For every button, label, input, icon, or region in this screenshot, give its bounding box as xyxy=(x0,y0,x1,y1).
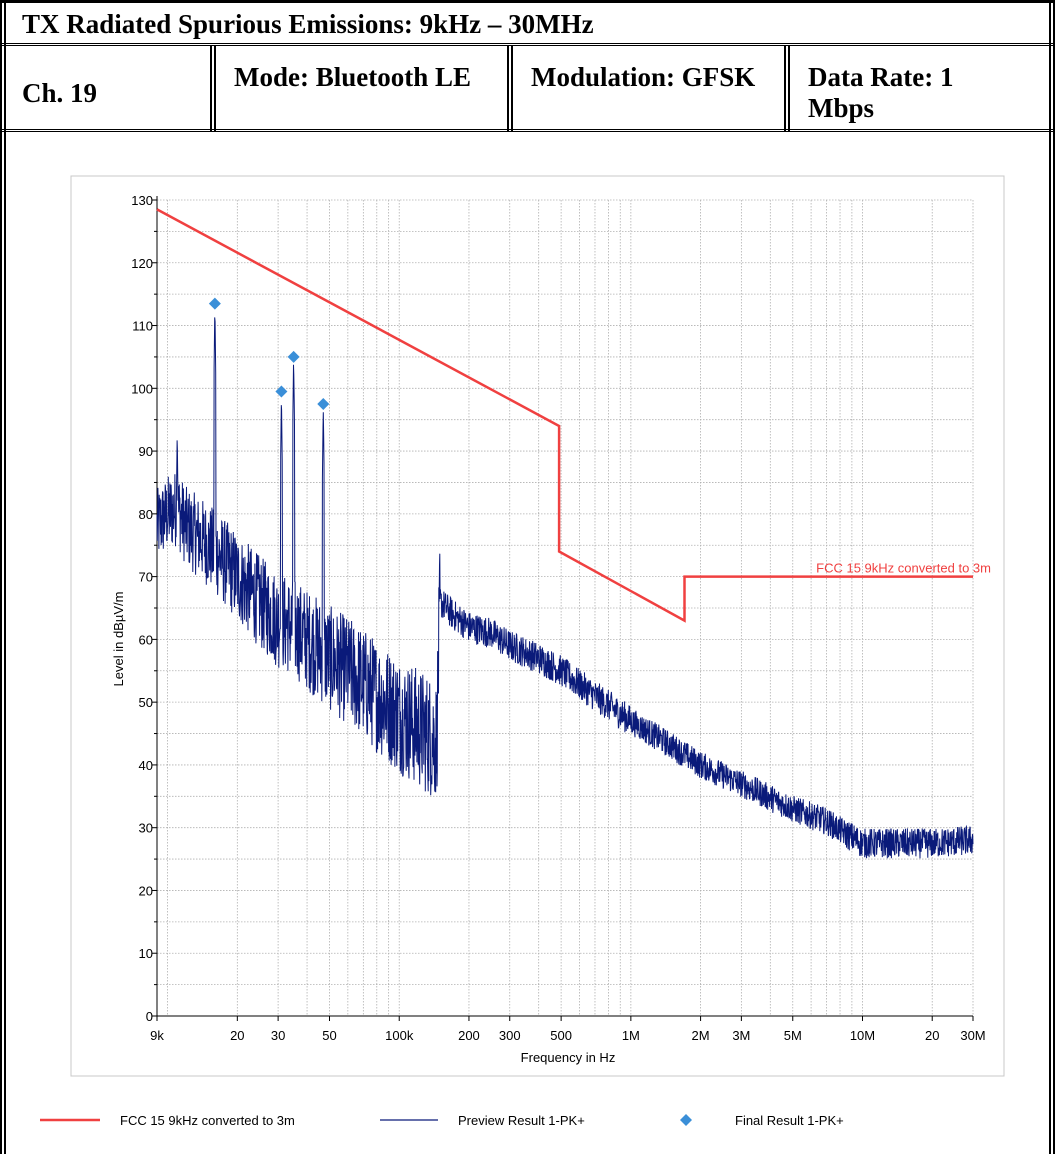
y-tick-label: 130 xyxy=(131,193,153,208)
test-parameters-row: Ch. 19 Mode: Bluetooth LE Modulation: GF… xyxy=(0,46,1055,132)
limit-annotation: FCC 15 9kHz converted to 3m xyxy=(816,561,991,576)
preview-trace xyxy=(156,317,974,859)
y-tick-label: 0 xyxy=(146,1009,153,1024)
x-tick-label: 20 xyxy=(230,1028,244,1043)
y-axis-label: Level in dBµV/m xyxy=(111,592,126,687)
divider-3 xyxy=(784,46,790,132)
final-result-marker xyxy=(275,385,288,398)
y-tick-label: 30 xyxy=(139,821,153,836)
x-tick-label: 30 xyxy=(271,1028,285,1043)
frame-right xyxy=(1049,132,1055,1154)
legend-preview-label: Preview Result 1-PK+ xyxy=(458,1113,585,1128)
border-left xyxy=(0,46,6,132)
y-tick-label: 100 xyxy=(131,381,153,396)
x-tick-label: 9k xyxy=(150,1028,164,1043)
y-tick-label: 10 xyxy=(139,946,153,961)
legend: FCC 15 9kHz converted to 3m Preview Resul… xyxy=(40,1113,844,1128)
x-tick-label: 3M xyxy=(732,1028,750,1043)
x-tick-label: 5M xyxy=(784,1028,802,1043)
y-tick-label: 20 xyxy=(139,883,153,898)
page-title: TX Radiated Spurious Emissions: 9kHz – 3… xyxy=(22,9,594,39)
mode-text: Mode: Bluetooth LE xyxy=(234,62,472,92)
frame-left xyxy=(0,132,6,1154)
x-tick-label: 20 xyxy=(925,1028,939,1043)
y-tick-label: 120 xyxy=(131,256,153,271)
limit-line xyxy=(156,208,973,623)
x-tick-label: 200 xyxy=(458,1028,480,1043)
divider-2 xyxy=(507,46,513,132)
y-tick-label: 70 xyxy=(139,570,153,585)
modulation-cell: Modulation: GFSK xyxy=(509,46,786,129)
y-tick-label: 80 xyxy=(139,507,153,522)
x-tick-label: 10M xyxy=(850,1028,875,1043)
series-group: FCC 15 9kHz converted to 3m xyxy=(156,208,991,859)
final-result-marker xyxy=(287,350,300,363)
modulation-text: Modulation: GFSK xyxy=(531,62,756,92)
chart-frame xyxy=(70,175,1005,1077)
data-rate-text: Data Rate: 1 Mbps xyxy=(808,62,954,123)
x-tick-label: 300 xyxy=(499,1028,521,1043)
y-tick-label: 50 xyxy=(139,695,153,710)
final-result-marker xyxy=(317,398,330,410)
x-tick-label: 1M xyxy=(622,1028,640,1043)
axes: 0 10 20 30 40 50 60 70 80 90 100 110 120 130 9k 20 30 50 1… xyxy=(131,193,985,1043)
legend-limit-label: FCC 15 9kHz converted to 3m xyxy=(120,1113,295,1128)
x-axis-label: Frequency in Hz xyxy=(521,1050,616,1065)
channel-text: Ch. 19 xyxy=(22,78,98,108)
x-tick-label: 50 xyxy=(322,1028,336,1043)
final-result-marker xyxy=(208,297,221,310)
y-tick-label: 90 xyxy=(139,444,153,459)
data-rate-cell: Data Rate: 1 Mbps xyxy=(786,46,1055,129)
channel-cell: Ch. 19 xyxy=(0,46,212,129)
x-tick-label: 2M xyxy=(692,1028,710,1043)
x-tick-label: 30M xyxy=(960,1028,985,1043)
title-row: TX Radiated Spurious Emissions: 9kHz – 3… xyxy=(0,0,1055,46)
divider-1 xyxy=(210,46,216,132)
y-tick-label: 40 xyxy=(139,758,153,773)
mode-cell: Mode: Bluetooth LE xyxy=(212,46,509,129)
x-tick-label: 500 xyxy=(550,1028,572,1043)
x-tick-label: 100k xyxy=(385,1028,414,1043)
border-right xyxy=(1049,46,1055,132)
legend-final-label: Final Result 1-PK+ xyxy=(735,1113,844,1128)
y-tick-label: 110 xyxy=(132,319,153,334)
y-tick-label: 60 xyxy=(139,632,153,647)
legend-final-swatch xyxy=(680,1114,692,1126)
